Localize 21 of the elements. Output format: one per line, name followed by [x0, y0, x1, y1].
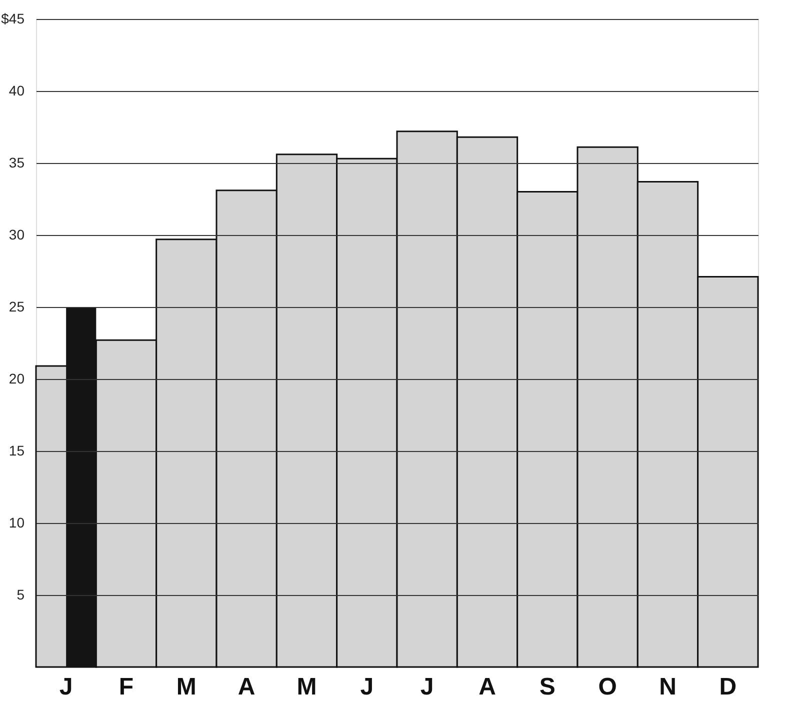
x-tick-label: J: [360, 674, 374, 700]
x-tick-label: A: [238, 674, 256, 700]
x-tick-label: D: [719, 674, 737, 700]
y-tick-label: 35: [8, 154, 25, 170]
y-tick-label: 25: [8, 298, 25, 314]
x-tick-label: J: [420, 674, 434, 700]
x-tick-label: S: [539, 674, 556, 700]
y-tick-label: 15: [8, 442, 25, 458]
y-tick-label: 30: [8, 226, 25, 242]
x-tick-label: A: [478, 674, 496, 700]
x-tick-label: N: [659, 674, 676, 700]
x-tick-label: J: [59, 674, 73, 700]
y-tick-label: 40: [8, 82, 25, 98]
y-tick-label: 20: [8, 370, 25, 386]
y-tick-label: 5: [16, 586, 25, 602]
x-tick-label: O: [598, 674, 617, 700]
y-tick-label: 10: [8, 514, 25, 530]
y-tick-label: $45: [1, 10, 25, 26]
x-tick-label: M: [296, 674, 317, 700]
x-tick-label: M: [176, 674, 196, 700]
x-tick-label: F: [118, 674, 134, 700]
